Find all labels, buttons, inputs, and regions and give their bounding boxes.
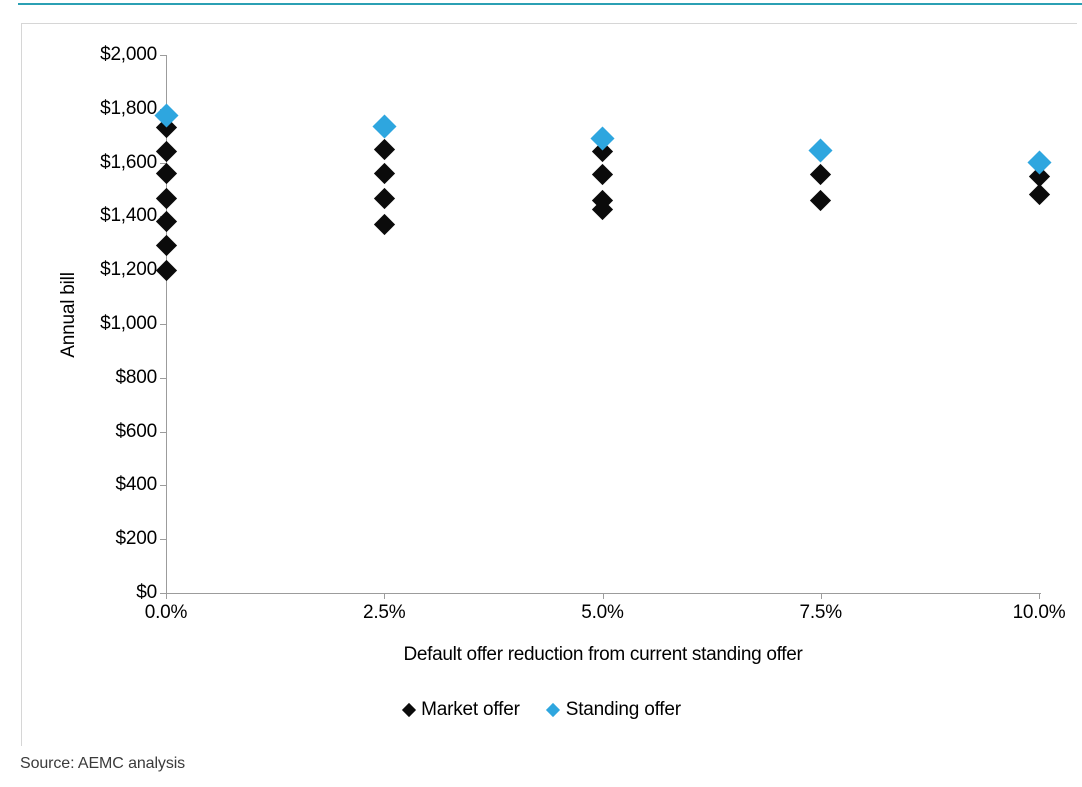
legend-item-market: Market offer [401, 699, 520, 721]
legend-label-standing: Standing offer [565, 699, 681, 720]
data-point-market-offer [591, 164, 614, 186]
y-tick-label: $2,000 [100, 44, 157, 65]
data-point-market-offer [373, 162, 395, 184]
y-tick [160, 324, 166, 325]
data-point-standing-offer [372, 114, 397, 139]
data-point-market-offer [155, 162, 177, 184]
data-point-market-offer [155, 141, 177, 163]
y-tick [160, 431, 166, 433]
data-point-market-offer [155, 235, 177, 257]
legend: Market offer Standing offer [0, 699, 1082, 721]
legend-item-standing: Standing offer [546, 699, 681, 721]
data-point-market-offer [155, 188, 177, 210]
y-tick [160, 539, 166, 541]
y-tick [160, 377, 166, 379]
legend-label-market: Market offer [421, 699, 520, 720]
data-point-market-offer [373, 188, 395, 210]
x-tick-label: 0.0% [144, 602, 188, 623]
y-tick-label: $1,800 [100, 97, 157, 119]
data-point-market-offer [155, 259, 177, 281]
y-tick-label: $600 [115, 420, 158, 442]
x-axis-line [166, 593, 1041, 594]
y-tick [160, 162, 166, 164]
chart-frame [21, 23, 1077, 746]
data-point-market-offer [155, 211, 177, 233]
x-tick [166, 594, 167, 599]
y-tick-label: $1,400 [100, 205, 157, 227]
data-point-standing-offer [808, 138, 833, 163]
x-axis-title: Default offer reduction from current sta… [403, 644, 803, 665]
data-point-market-offer [1028, 184, 1050, 206]
market-diamond-icon [401, 702, 416, 718]
y-tick-label: $0 [136, 582, 157, 603]
y-tick [160, 485, 166, 487]
x-tick [384, 594, 386, 599]
standing-diamond-icon [546, 702, 561, 718]
y-tick-label: $200 [115, 528, 158, 550]
top-accent-line [18, 3, 1082, 5]
data-point-market-offer [810, 164, 832, 186]
x-tick-label: 10.0% [1012, 602, 1066, 623]
y-axis-line [166, 55, 167, 593]
y-tick-label: $1,600 [100, 151, 157, 173]
y-tick-label: $1,000 [100, 313, 157, 334]
data-point-market-offer [373, 138, 395, 160]
x-tick [820, 594, 822, 599]
y-tick [160, 55, 166, 56]
y-tick-label: $1,200 [100, 259, 157, 281]
x-tick-label: 2.5% [362, 602, 406, 623]
x-tick [1039, 594, 1040, 599]
data-point-market-offer [810, 189, 832, 211]
x-tick-label: 7.5% [799, 602, 842, 623]
data-point-standing-offer [1026, 150, 1052, 175]
x-tick-label: 5.0% [581, 602, 624, 623]
x-tick [602, 594, 604, 599]
y-tick-label: $800 [115, 366, 158, 388]
y-tick [160, 593, 166, 594]
source-note: Source: AEMC analysis [20, 755, 186, 772]
data-point-market-offer [373, 213, 395, 236]
y-tick-label: $400 [115, 474, 158, 496]
